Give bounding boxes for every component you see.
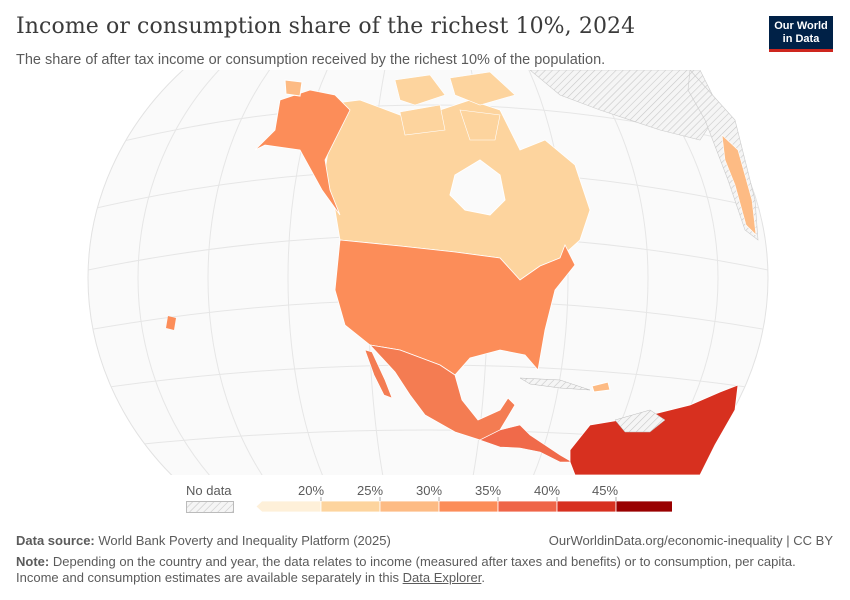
russia-edge[interactable] [284,79,303,97]
legend-bin[interactable] [379,500,440,513]
legend-bin[interactable] [556,500,617,513]
scandinavia-region[interactable] [721,134,757,236]
note-end: . [481,570,486,585]
legend-bin[interactable] [255,500,322,513]
note-text: Depending on the country and year, the d… [52,554,796,569]
legend-color-scale[interactable] [252,483,672,513]
venezuela-guianas-nodata[interactable] [614,409,666,433]
note-label: Note: [16,554,50,569]
legend-bin[interactable] [320,500,381,513]
source-url[interactable]: OurWorldinData.org/economic-inequality |… [548,533,833,548]
legend-bin[interactable] [438,500,499,513]
chart-title: Income or consumption share of the riche… [16,14,636,39]
cuba[interactable] [519,377,591,391]
data-source-text: World Bank Poverty and Inequality Platfo… [98,533,391,548]
data-explorer-link[interactable]: Data Explorer [402,570,482,585]
footnote: Note: Depending on the country and year,… [16,554,816,586]
logo-line-1: Our World [774,20,828,32]
legend-bin[interactable] [615,500,672,513]
legend-tick: 45% [591,483,619,498]
logo-line-2: in Data [782,33,820,45]
arctic-islands[interactable] [394,71,516,141]
chart-subtitle: The share of after tax income or consump… [16,52,606,68]
alaska-region[interactable] [254,89,351,216]
owid-logo[interactable]: Our World in Data [769,16,833,52]
data-source: Data source: World Bank Poverty and Ineq… [16,533,391,548]
legend-tick: 25% [356,483,384,498]
legend-tick: 35% [474,483,502,498]
greenland-region[interactable] [529,70,721,141]
hawaii[interactable] [166,316,176,330]
world-map[interactable] [0,70,850,475]
legend-no-data-swatch[interactable] [186,501,234,513]
legend-tick: 30% [415,483,443,498]
central-america-region[interactable] [479,424,574,463]
legend-tick: 20% [297,483,325,498]
hudson-bay [449,159,506,216]
legend-no-data-label: No data [186,483,232,498]
legend-tick: 40% [533,483,561,498]
baja-california[interactable] [364,349,393,399]
note-text-2: Income and consumption estimates are ava… [16,570,399,585]
data-source-label: Data source: [16,533,95,548]
hispaniola[interactable] [591,381,611,393]
legend-bin[interactable] [497,500,558,513]
mexico-region[interactable] [368,344,516,441]
